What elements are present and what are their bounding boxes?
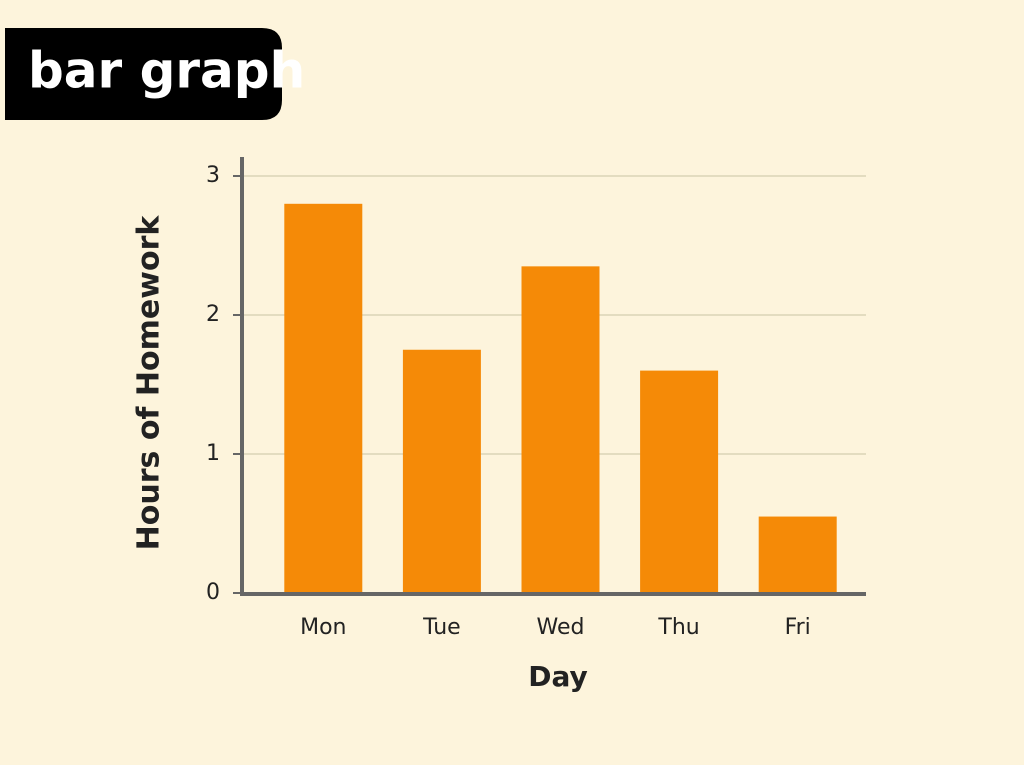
x-tick-label: Wed [537,615,585,640]
bar [284,203,363,594]
plot-area: 0 1 2 3 Mon Tue Wed Thu Fri [206,157,866,640]
title-tab [5,28,282,120]
x-tick-label: Thu [657,615,699,640]
bar [640,370,719,593]
x-tick-label: Tue [422,615,461,640]
x-tick-label: Mon [300,615,346,640]
y-axis-label: Hours of Homework [132,215,167,551]
x-axis-label: Day [528,660,588,693]
chart-title: bar graph [28,42,305,100]
y-tick-label: 3 [206,163,220,188]
bar [402,349,481,593]
y-tick-label: 0 [206,580,220,605]
bar [758,516,837,593]
bar [521,266,600,593]
y-tick-label: 2 [206,302,220,327]
y-tick-label: 1 [206,441,220,466]
x-tick-label: Fri [785,615,811,640]
